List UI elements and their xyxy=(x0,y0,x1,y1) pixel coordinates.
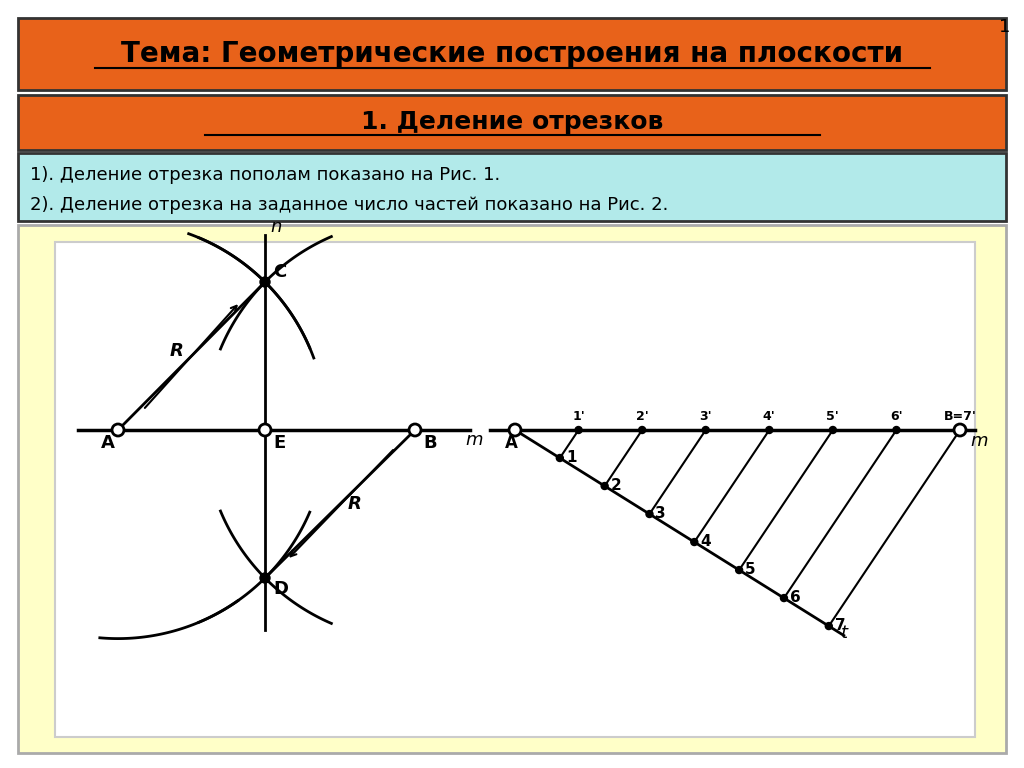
Text: 1': 1' xyxy=(572,410,585,423)
Text: 2). Деление отрезка на заданное число частей показано на Рис. 2.: 2). Деление отрезка на заданное число ча… xyxy=(30,196,669,214)
Text: E: E xyxy=(273,434,286,452)
Text: A: A xyxy=(505,434,517,452)
Circle shape xyxy=(825,623,833,630)
Text: 6': 6' xyxy=(890,410,903,423)
Text: 1. Деление отрезков: 1. Деление отрезков xyxy=(360,110,664,134)
Circle shape xyxy=(766,426,773,433)
Circle shape xyxy=(955,425,965,435)
Circle shape xyxy=(556,455,563,462)
FancyBboxPatch shape xyxy=(55,242,975,737)
Text: 7: 7 xyxy=(835,618,846,633)
Text: m: m xyxy=(465,431,482,449)
FancyBboxPatch shape xyxy=(18,18,1006,90)
Circle shape xyxy=(260,277,270,287)
Circle shape xyxy=(575,426,582,433)
Circle shape xyxy=(691,538,697,545)
Text: Тема: Геометрические построения на плоскости: Тема: Геометрические построения на плоск… xyxy=(121,40,903,68)
Text: R: R xyxy=(348,495,361,513)
Text: 1). Деление отрезка пополам показано на Рис. 1.: 1). Деление отрезка пополам показано на … xyxy=(30,166,501,184)
Text: D: D xyxy=(273,580,288,598)
Text: 1: 1 xyxy=(566,450,577,465)
Text: 2': 2' xyxy=(636,410,648,423)
Text: C: C xyxy=(273,263,287,281)
FancyBboxPatch shape xyxy=(18,95,1006,150)
Text: 1: 1 xyxy=(998,18,1010,36)
Circle shape xyxy=(780,594,787,601)
FancyBboxPatch shape xyxy=(18,153,1006,221)
Text: R: R xyxy=(170,342,183,360)
FancyBboxPatch shape xyxy=(18,225,1006,753)
Text: n: n xyxy=(270,218,282,236)
Text: B: B xyxy=(423,434,436,452)
Circle shape xyxy=(735,567,742,574)
Circle shape xyxy=(829,426,837,433)
Circle shape xyxy=(260,573,270,583)
Circle shape xyxy=(893,426,900,433)
Circle shape xyxy=(639,426,646,433)
Text: t: t xyxy=(841,624,848,642)
Circle shape xyxy=(510,425,520,435)
Circle shape xyxy=(410,425,420,435)
Circle shape xyxy=(646,511,653,518)
Text: 5': 5' xyxy=(826,410,840,423)
Text: 3': 3' xyxy=(699,410,712,423)
Text: 4': 4' xyxy=(763,410,775,423)
Text: 3: 3 xyxy=(655,506,666,521)
Text: 5: 5 xyxy=(745,562,756,577)
Text: m: m xyxy=(970,432,987,450)
Text: 6: 6 xyxy=(790,590,801,605)
Text: A: A xyxy=(101,434,115,452)
Circle shape xyxy=(260,425,270,435)
Circle shape xyxy=(113,425,123,435)
Text: 4: 4 xyxy=(700,534,711,549)
Circle shape xyxy=(601,482,608,489)
Text: 2: 2 xyxy=(610,478,622,493)
Circle shape xyxy=(702,426,710,433)
Text: B=7': B=7' xyxy=(943,410,977,423)
